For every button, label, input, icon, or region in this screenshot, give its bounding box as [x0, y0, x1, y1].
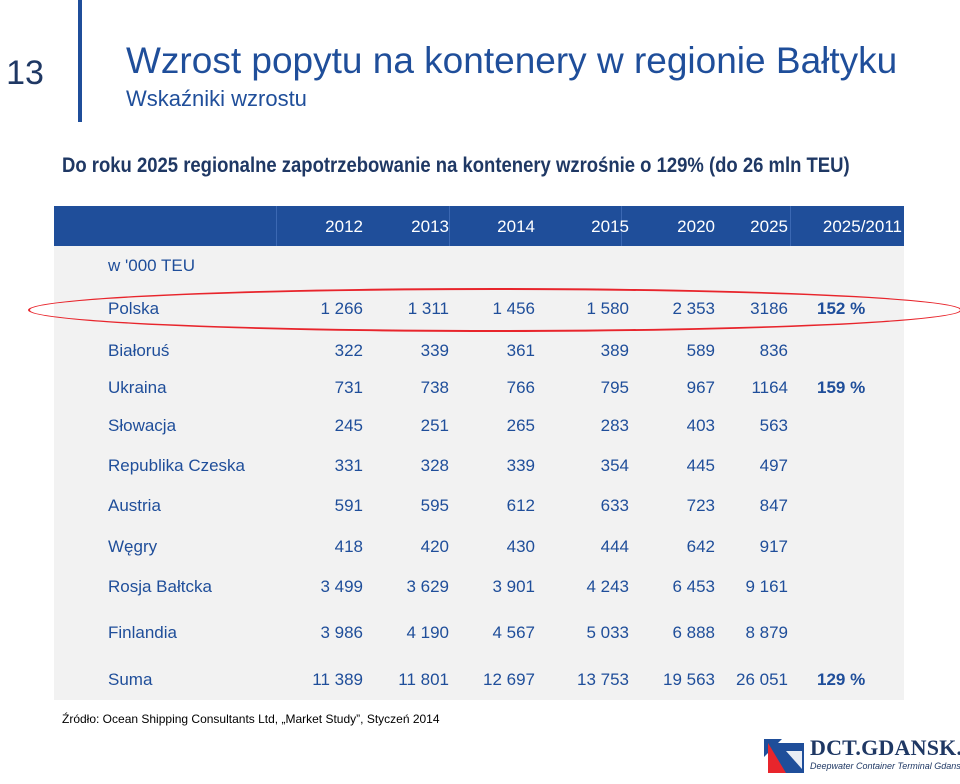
- row-label: Republika Czeska: [108, 456, 246, 475]
- table-cell: 847: [759, 496, 788, 515]
- table-row: Finlandia 3 986 4 190 4 567 5 033 6 888 8 879: [54, 618, 904, 648]
- table-cell: 4 190: [406, 623, 449, 642]
- table-cell: 354: [600, 456, 629, 475]
- table-cell: 795: [600, 378, 629, 397]
- table-cell: 389: [600, 341, 629, 360]
- table-cell: 3 986: [320, 623, 363, 642]
- column-header-2025-2011: 2025/2011: [822, 217, 902, 236]
- table-cell: 12 697: [483, 670, 535, 689]
- table-cell: 836: [759, 341, 788, 360]
- table-cell: 731: [334, 378, 363, 397]
- slide-subtitle: Wskaźniki wzrostu: [126, 86, 307, 111]
- unit-label: w '000 TEU: [108, 256, 196, 275]
- row-label: Białoruś: [108, 341, 170, 360]
- data-table: 2012 2013 2014 2015 2020 2025 2025/2011 …: [54, 206, 904, 700]
- table-row: Republika Czeska 331 328 339 354 445 497: [54, 451, 904, 481]
- column-header-2012: 2012: [325, 217, 363, 236]
- table-cell: 642: [686, 537, 715, 556]
- table-cell: 11 389: [312, 670, 363, 689]
- column-header-2020: 2020: [677, 217, 715, 236]
- table-row: Austria 591 595 612 633 723 847: [54, 491, 904, 521]
- table-cell: 917: [759, 537, 788, 556]
- table-cell: 633: [600, 496, 629, 515]
- row-label: Węgry: [108, 537, 158, 556]
- table-cell: 3 629: [406, 577, 449, 596]
- row-label: Rosja Bałtcka: [108, 577, 212, 596]
- highlight-ellipse: [28, 288, 960, 332]
- table-cell: 339: [420, 341, 449, 360]
- table-cell: 4 243: [586, 577, 629, 596]
- row-label: Finlandia: [108, 623, 177, 642]
- logo-name: DCT.GDANSK.SA: [810, 735, 960, 760]
- table-cell: 322: [334, 341, 363, 360]
- table-row: Ukraina 731 738 766 795 967 1164 159 %: [54, 373, 904, 403]
- table-cell: 420: [420, 537, 449, 556]
- table-cell: 3 499: [320, 577, 363, 596]
- table-row: Rosja Bałtcka 3 499 3 629 3 901 4 243 6 453 9 …: [54, 572, 904, 602]
- header-separator: [621, 206, 622, 246]
- table-cell: 245: [334, 416, 363, 435]
- table-cell: 589: [686, 341, 715, 360]
- table-cell: 403: [686, 416, 715, 435]
- row-label: Ukraina: [108, 378, 167, 397]
- row-label: Słowacja: [108, 416, 177, 435]
- page-number: 13: [6, 54, 44, 92]
- table-cell: 418: [334, 537, 363, 556]
- header-separator: [449, 206, 450, 246]
- header-separator: [790, 206, 791, 246]
- table-cell: 738: [420, 378, 449, 397]
- table-cell: 328: [420, 456, 449, 475]
- column-header-2013: 2013: [411, 217, 449, 236]
- company-logo: DCT.GDANSK.SA Deepwater Container Termin…: [762, 733, 960, 779]
- table-cell: 967: [686, 378, 715, 397]
- table-cell: 331: [334, 456, 363, 475]
- table-cell: 251: [420, 416, 449, 435]
- table-cell: 339: [506, 456, 535, 475]
- table-cell: 445: [686, 456, 715, 475]
- table-cell: 8 879: [745, 623, 788, 642]
- column-header-2015: 2015: [591, 217, 629, 236]
- table-row: Słowacja 245 251 265 283 403 563: [54, 411, 904, 441]
- table-row: Białoruś 322 339 361 389 589 836: [54, 336, 904, 366]
- table-cell: 5 033: [586, 623, 629, 642]
- logo-tagline: Deepwater Container Terminal Gdansk: [810, 761, 960, 771]
- table-cell: 766: [506, 378, 535, 397]
- row-label: Suma: [108, 670, 153, 689]
- table-cell: 11 801: [398, 670, 449, 689]
- table-cell: 6 888: [672, 623, 715, 642]
- slide-title: Wzrost popytu na kontenery w regionie Ba…: [126, 40, 898, 81]
- table-cell: 563: [759, 416, 788, 435]
- table-row: Węgry 418 420 430 444 642 917: [54, 532, 904, 562]
- table-cell: 19 563: [663, 670, 715, 689]
- column-header-2025: 2025: [750, 217, 788, 236]
- table-cell: 13 753: [577, 670, 629, 689]
- table-cell: 612: [506, 496, 535, 515]
- table-cell: 591: [334, 496, 363, 515]
- table-cell: 6 453: [672, 577, 715, 596]
- table-cell: 444: [600, 537, 629, 556]
- table-cell: 1164: [751, 378, 788, 397]
- growth-cell: 129 %: [817, 670, 866, 689]
- table-cell: 361: [506, 341, 535, 360]
- table-header: 2012 2013 2014 2015 2020 2025 2025/2011: [54, 206, 904, 246]
- dct-logo-mark-icon: [762, 733, 806, 775]
- table-cell: 9 161: [745, 577, 788, 596]
- table-cell: 26 051: [736, 670, 788, 689]
- table-cell: 430: [506, 537, 535, 556]
- table-cell: 497: [759, 456, 788, 475]
- table-cell: 265: [506, 416, 535, 435]
- table-cell: 3 901: [492, 577, 535, 596]
- table-cell: 723: [686, 496, 715, 515]
- table-cell: 4 567: [492, 623, 535, 642]
- table-cell: 595: [420, 496, 449, 515]
- source-note: Źródło: Ocean Shipping Consultants Ltd, …: [62, 712, 440, 726]
- table-cell: 283: [600, 416, 629, 435]
- growth-cell: 159 %: [817, 378, 866, 397]
- column-header-2014: 2014: [497, 217, 535, 236]
- row-label: Austria: [108, 496, 161, 515]
- headline: Do roku 2025 regionalne zapotrzebowanie …: [62, 154, 850, 177]
- vertical-divider: [78, 0, 82, 122]
- table-row: Suma 11 389 11 801 12 697 13 753 19 563 26 051…: [54, 665, 904, 695]
- header-separator: [276, 206, 277, 246]
